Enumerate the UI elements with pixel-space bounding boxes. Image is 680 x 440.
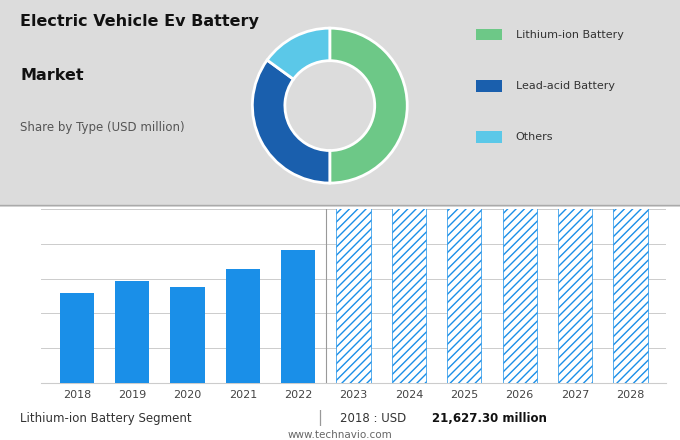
Text: |: | bbox=[317, 410, 322, 426]
Bar bbox=[337, 73, 371, 383]
Wedge shape bbox=[330, 28, 407, 183]
Text: Lithium-ion Battery Segment: Lithium-ion Battery Segment bbox=[20, 411, 192, 425]
Wedge shape bbox=[252, 60, 330, 183]
Bar bbox=[60, 293, 94, 383]
Bar bbox=[392, 73, 426, 383]
Bar bbox=[558, 73, 592, 383]
Bar bbox=[613, 73, 647, 383]
Text: 2018 : USD: 2018 : USD bbox=[340, 411, 410, 425]
FancyBboxPatch shape bbox=[476, 29, 502, 40]
FancyBboxPatch shape bbox=[476, 132, 502, 143]
Wedge shape bbox=[267, 28, 330, 79]
FancyBboxPatch shape bbox=[476, 81, 502, 92]
Text: Others: Others bbox=[515, 132, 554, 142]
Bar bbox=[115, 282, 150, 383]
Bar bbox=[171, 287, 205, 383]
Text: Lithium-ion Battery: Lithium-ion Battery bbox=[515, 30, 624, 40]
Bar bbox=[281, 250, 316, 383]
Text: Share by Type (USD million): Share by Type (USD million) bbox=[20, 121, 185, 134]
Bar bbox=[226, 269, 260, 383]
Bar bbox=[447, 73, 481, 383]
Text: 21,627.30 million: 21,627.30 million bbox=[432, 411, 547, 425]
Text: www.technavio.com: www.technavio.com bbox=[288, 430, 392, 440]
Text: Lead-acid Battery: Lead-acid Battery bbox=[515, 81, 615, 91]
Text: Market: Market bbox=[20, 67, 84, 83]
Bar bbox=[503, 73, 537, 383]
Text: Electric Vehicle Ev Battery: Electric Vehicle Ev Battery bbox=[20, 15, 259, 29]
